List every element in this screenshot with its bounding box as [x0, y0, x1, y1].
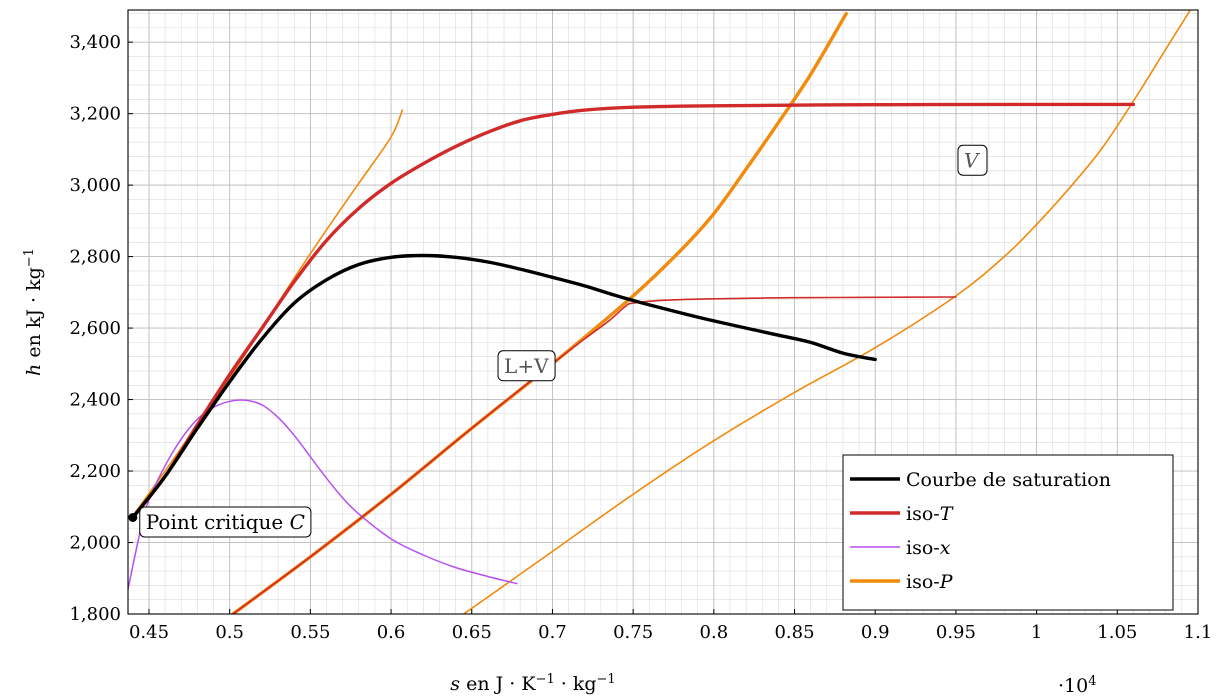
x-tick-label: 0.95: [936, 622, 976, 643]
legend: Courbe de saturation iso-T iso-x iso-P: [842, 454, 1174, 611]
grid: [128, 10, 1199, 615]
region-label-vapor: V: [957, 144, 988, 176]
x-tick-label: 1: [1031, 622, 1042, 643]
series-line-iso-T: [131, 102, 1136, 520]
x-axis-label: s en J · K−1 · kg−1: [450, 672, 615, 696]
region-label-vapor-box: [957, 144, 988, 176]
region-label-mixture-box: [497, 350, 556, 382]
x-tick-label: 1.05: [1097, 622, 1137, 643]
x-tick-label: 0.8: [700, 622, 729, 643]
y-tick-label: 2,200: [69, 461, 121, 482]
y-tick-label: 2,600: [69, 318, 121, 339]
series-group: [128, 10, 1191, 614]
y-tick-label: 1,800: [69, 604, 121, 625]
plot-frame: [127, 9, 1199, 615]
x-axis-multiplier: ·104: [1058, 674, 1097, 698]
y-tick-label: 3,400: [69, 32, 121, 53]
y-tick-label: 2,800: [69, 247, 121, 268]
y-tick-label: 2,400: [69, 390, 121, 411]
x-tick-label: 0.6: [377, 622, 406, 643]
y-axis-label: h en kJ · kg−1: [22, 248, 46, 376]
legend-label-saturation: Courbe de saturation: [906, 469, 1111, 491]
x-tick-label: 0.5: [215, 622, 244, 643]
y-tick-label: 3,200: [69, 104, 121, 125]
legend-label-iso-P: iso-P: [906, 571, 954, 593]
x-tick-label: 0.45: [129, 622, 169, 643]
legend-label-iso-x: iso-x: [906, 537, 951, 559]
series-line-iso-P: [462, 10, 1191, 614]
series-line-saturation: [131, 253, 877, 520]
annotations: V L+V Point critique C: [139, 144, 988, 538]
axis-labels: s en J · K−1 · kg−1 h en kJ · kg−1 ·104: [22, 248, 1097, 697]
critical-point-label-text: Point critique C: [146, 510, 305, 534]
x-tick-label: 1.1: [1184, 622, 1213, 643]
region-label-mixture-text: L+V: [504, 354, 549, 378]
x-tick-label: 0.85: [774, 622, 814, 643]
y-tick-label: 3,000: [69, 175, 121, 196]
marker-group: [128, 513, 138, 523]
tick-labels: 0.45 0.5 0.55 0.6 0.65 0.7 0.75 0.8 0.85 0.9 0.95 1…: [69, 32, 1212, 643]
x-tick-label: 0.55: [290, 622, 330, 643]
region-label-mixture: L+V: [497, 350, 556, 382]
x-tick-label: 0.75: [613, 622, 653, 643]
critical-point-label: Point critique C: [139, 506, 312, 538]
series-line-iso-x: [128, 399, 518, 590]
series-line-iso-T: [232, 296, 957, 614]
x-tick-label: 0.65: [452, 622, 492, 643]
x-tick-label: 0.7: [538, 622, 567, 643]
region-label-vapor-text: V: [964, 148, 981, 172]
critical-point-marker: [128, 513, 138, 523]
x-tick-label: 0.9: [861, 622, 890, 643]
y-tick-label: 2,000: [69, 533, 121, 554]
critical-point-label-box: [139, 506, 312, 538]
legend-label-iso-T: iso-T: [906, 503, 954, 525]
legend-box: [842, 454, 1174, 611]
